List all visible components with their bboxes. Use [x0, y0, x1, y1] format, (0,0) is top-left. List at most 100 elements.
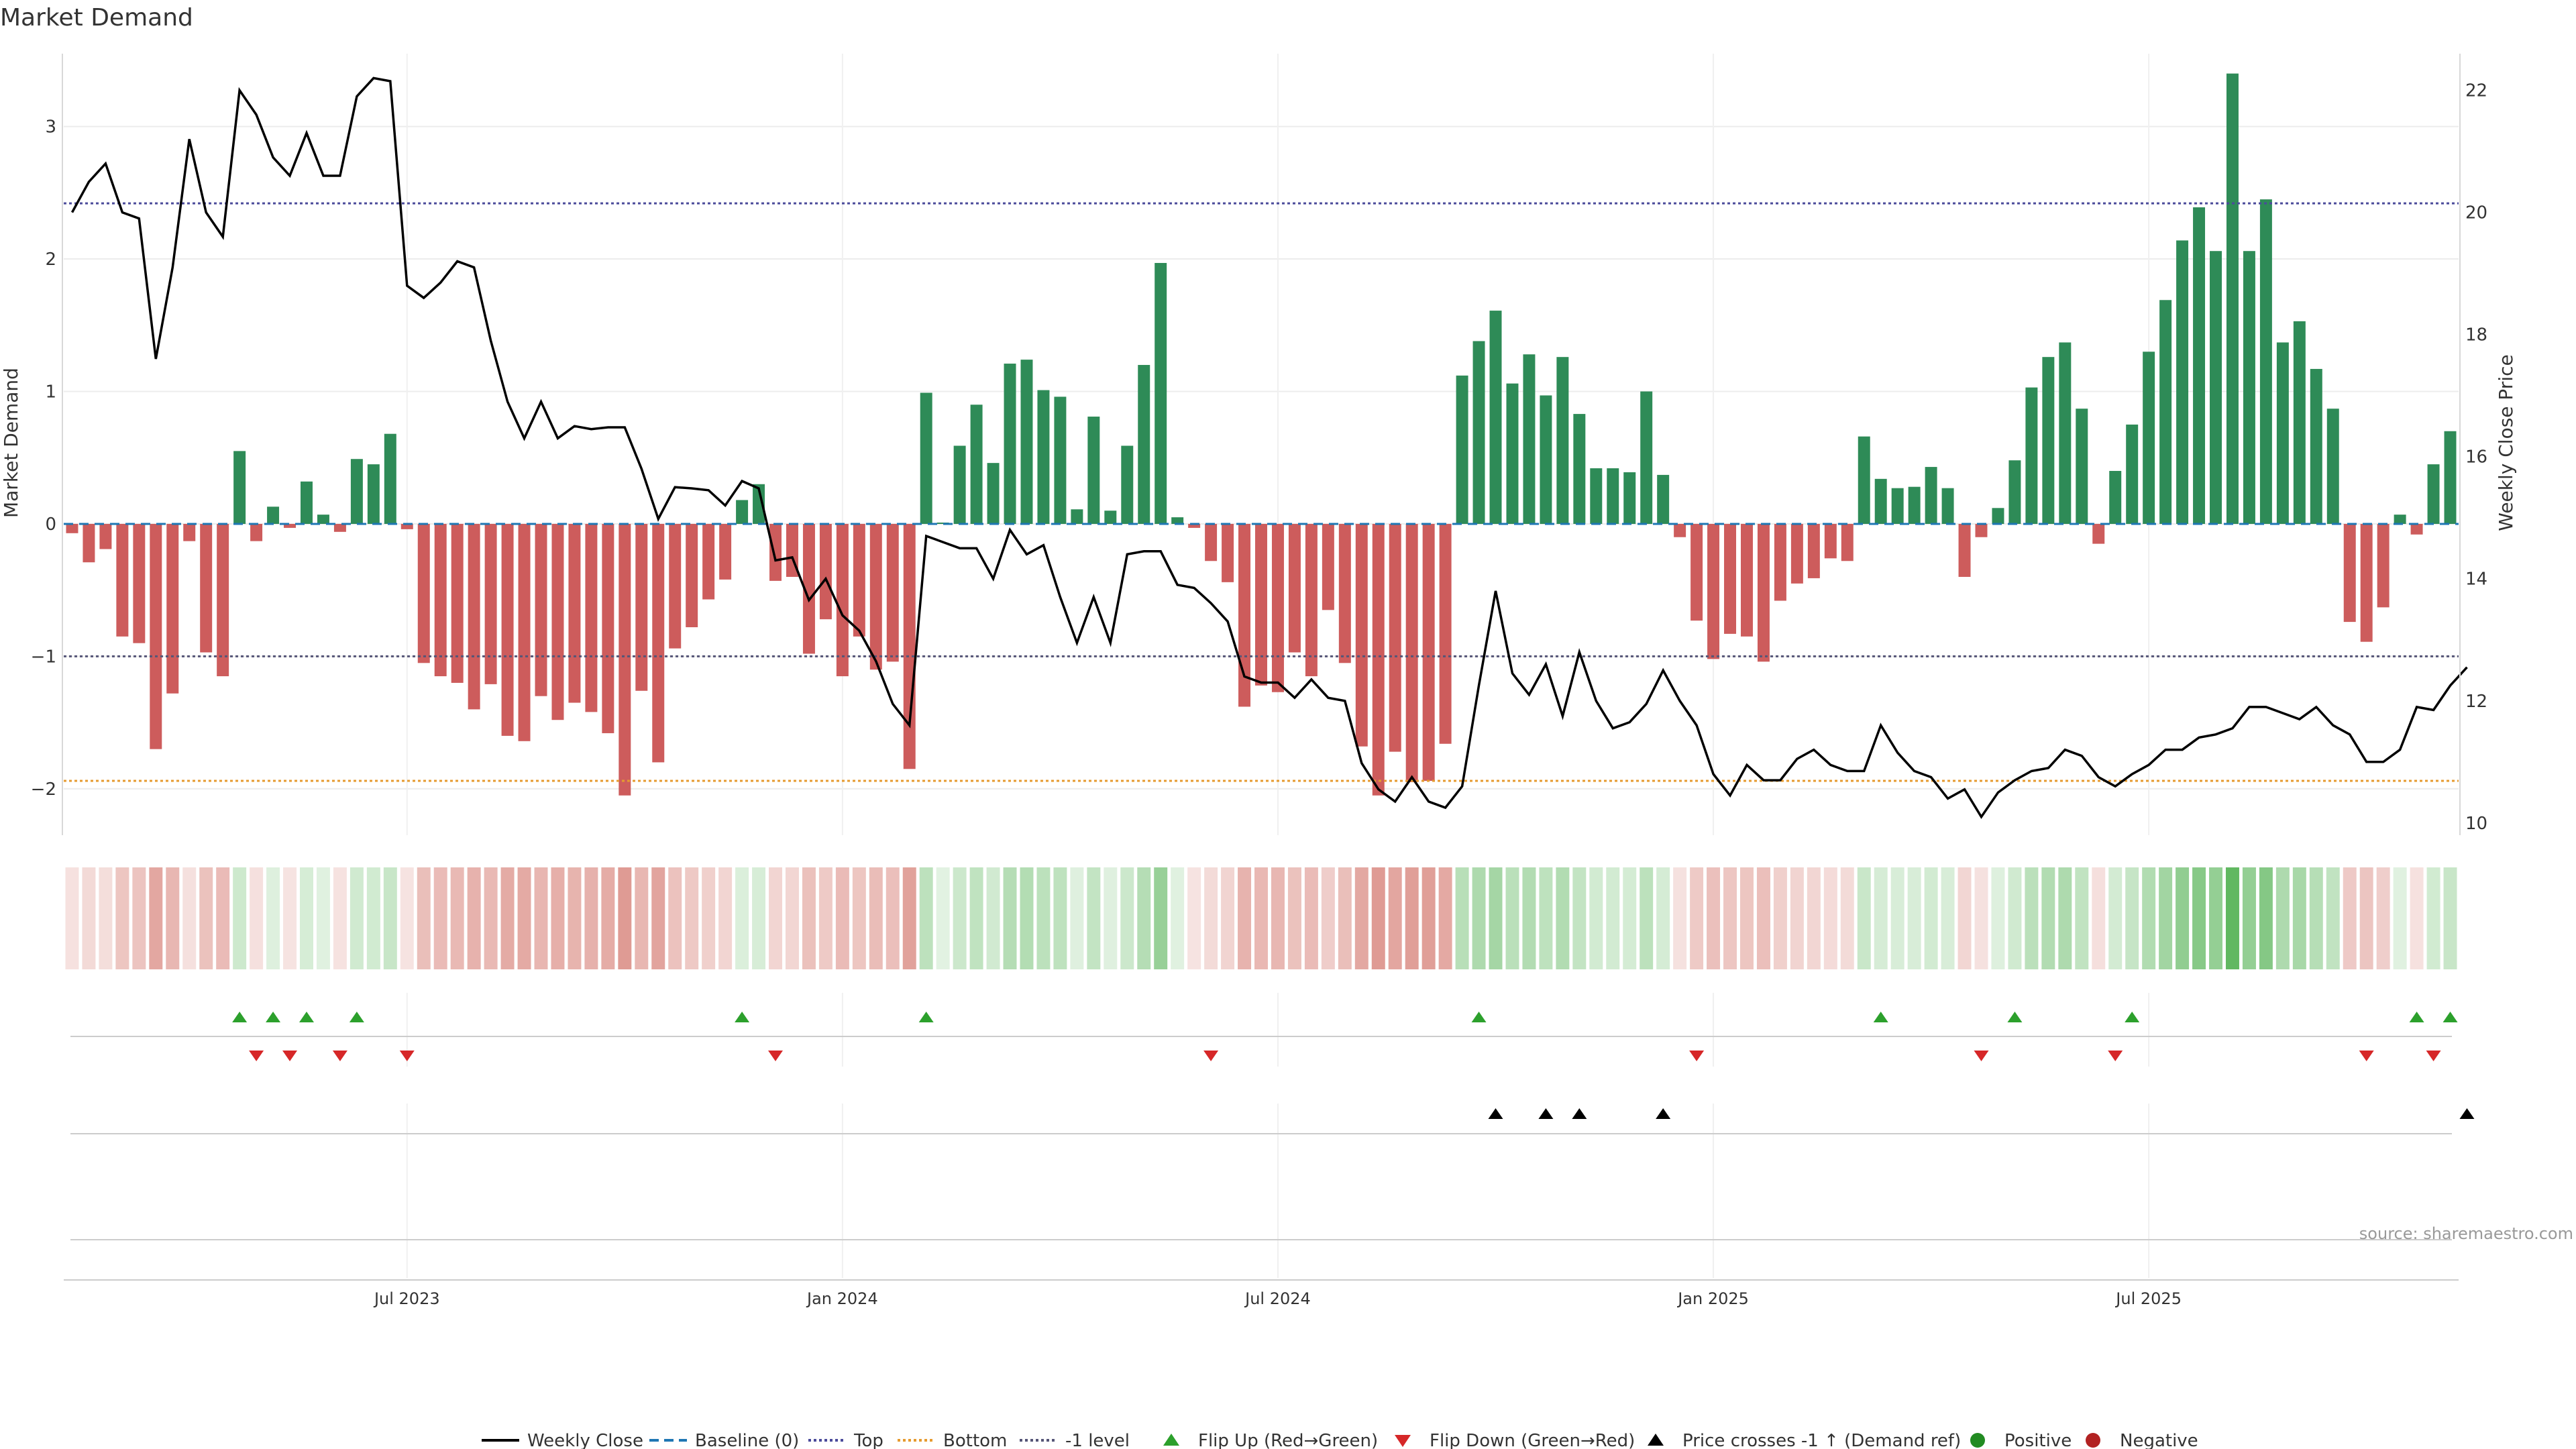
heat-cell-negative: [534, 867, 548, 969]
heat-cell-negative: [1354, 867, 1368, 969]
price-cross-marker: [2459, 1108, 2475, 1119]
legend-triangle-up-icon: [1648, 1434, 1664, 1446]
heat-cell-positive: [2259, 867, 2273, 969]
positive-bar: [1540, 395, 1552, 524]
legend-dot-icon: [2086, 1433, 2100, 1448]
heat-cell-negative: [467, 867, 481, 969]
heat-cell-negative: [902, 867, 916, 969]
positive-bar: [953, 445, 966, 524]
flip-down-marker: [1689, 1051, 1705, 1061]
heat-cell-negative: [1287, 867, 1301, 969]
heat-cell-negative: [2092, 867, 2106, 969]
positive-bar: [2176, 240, 2189, 524]
negative-bar: [518, 523, 531, 741]
heat-cell-negative: [1405, 867, 1419, 969]
y2-tick-label: 18: [2465, 325, 2487, 345]
negative-bar: [1790, 523, 1803, 584]
heat-cell-positive: [1857, 867, 1871, 969]
heat-cell-positive: [1907, 867, 1921, 969]
negative-bar: [1305, 523, 1318, 677]
legend: Weekly Close Baseline (0) Top Bottom -1 leve…: [482, 1431, 2198, 1449]
negative-bar: [1389, 523, 1401, 752]
demand-heatstrip: [65, 867, 2457, 969]
negative-bar: [1707, 523, 1720, 659]
negative-bar: [903, 523, 916, 769]
heat-cell-negative: [551, 867, 565, 969]
heat-cell-positive: [1036, 867, 1051, 969]
heat-cell-negative: [216, 867, 230, 969]
heat-cell-negative: [450, 867, 464, 969]
heat-cell-negative: [869, 867, 883, 969]
heat-cell-negative: [1673, 867, 1687, 969]
positive-bar: [1925, 467, 1937, 524]
heat-cell-positive: [2225, 867, 2239, 969]
heat-cell-positive: [1572, 867, 1587, 969]
flip-markers-panel: [70, 993, 2458, 1067]
negative-bar: [1355, 523, 1368, 747]
price-cross-marker: [1538, 1108, 1554, 1119]
heat-cell-positive: [2209, 867, 2222, 969]
heat-cell-positive: [2426, 867, 2440, 969]
heat-cell-positive: [1874, 867, 1888, 969]
positive-bar: [2193, 207, 2206, 524]
heat-cell-negative: [584, 867, 598, 969]
negative-bar: [468, 523, 480, 710]
heat-cell-negative: [417, 867, 431, 969]
negative-bar: [1841, 523, 1854, 561]
heat-cell-positive: [1472, 867, 1486, 969]
flip-down-marker: [249, 1051, 264, 1061]
flip-up-marker: [918, 1012, 934, 1022]
positive-bar: [2276, 342, 2289, 524]
positive-bar: [736, 500, 749, 524]
heat-cell-negative: [149, 867, 163, 969]
negative-bar: [150, 523, 162, 749]
negative-bar: [1774, 523, 1786, 601]
legend-label: Flip Down (Green→Red): [1430, 1431, 1635, 1449]
legend-label: -1 level: [1065, 1431, 1130, 1449]
heat-cell-positive: [266, 867, 280, 969]
negative-bar: [217, 523, 229, 677]
flip-up-marker: [1471, 1012, 1487, 1022]
positive-bar: [1874, 478, 1887, 524]
heat-cell-negative: [283, 867, 297, 969]
legend-label: Baseline (0): [695, 1431, 799, 1449]
flip-down-marker: [2359, 1051, 2374, 1061]
heat-cell-negative: [852, 867, 866, 969]
negative-bar: [83, 523, 95, 563]
positive-bar: [2159, 300, 2172, 524]
negative-bar: [451, 523, 464, 683]
negative-bar: [1674, 523, 1686, 537]
heat-cell-positive: [1070, 867, 1084, 969]
flip-up-marker: [266, 1012, 281, 1022]
heat-cell-positive: [1890, 867, 1904, 969]
heat-cell-positive: [316, 867, 330, 969]
flip-up-marker: [2125, 1012, 2140, 1022]
flip-up-marker: [299, 1012, 314, 1022]
negative-bar: [719, 523, 732, 580]
y-axis-ticks: −2 −1 0 1 2 3: [31, 117, 56, 800]
y2-tick-label: 14: [2465, 570, 2487, 590]
heat-cell-positive: [2025, 867, 2039, 969]
flip-down-marker: [1203, 1051, 1219, 1061]
legend-label: Bottom: [943, 1431, 1007, 1449]
positive-bar: [1138, 365, 1150, 524]
heat-cell-positive: [1539, 867, 1553, 969]
x-tick-label: Jul 2024: [1244, 1289, 1311, 1308]
heat-cell-negative: [1773, 867, 1787, 969]
negative-bar: [116, 523, 129, 637]
legend-label: Flip Up (Red→Green): [1198, 1431, 1378, 1449]
negative-bar: [1271, 523, 1284, 692]
heat-cell-positive: [2443, 867, 2457, 969]
heat-cell-positive: [2242, 867, 2256, 969]
positive-bar: [920, 392, 932, 524]
heat-cell-negative: [433, 867, 447, 969]
positive-bar: [1640, 391, 1653, 524]
heat-cell-positive: [2176, 867, 2190, 969]
heat-cell-negative: [2343, 867, 2357, 969]
negative-bar: [769, 523, 782, 581]
flip-down-marker: [2426, 1051, 2441, 1061]
legend-triangle-down-icon: [1395, 1435, 1411, 1447]
positive-bar: [1623, 472, 1636, 524]
y2-axis-label: Weekly Close Price: [2495, 354, 2517, 531]
heat-cell-negative: [568, 867, 582, 969]
